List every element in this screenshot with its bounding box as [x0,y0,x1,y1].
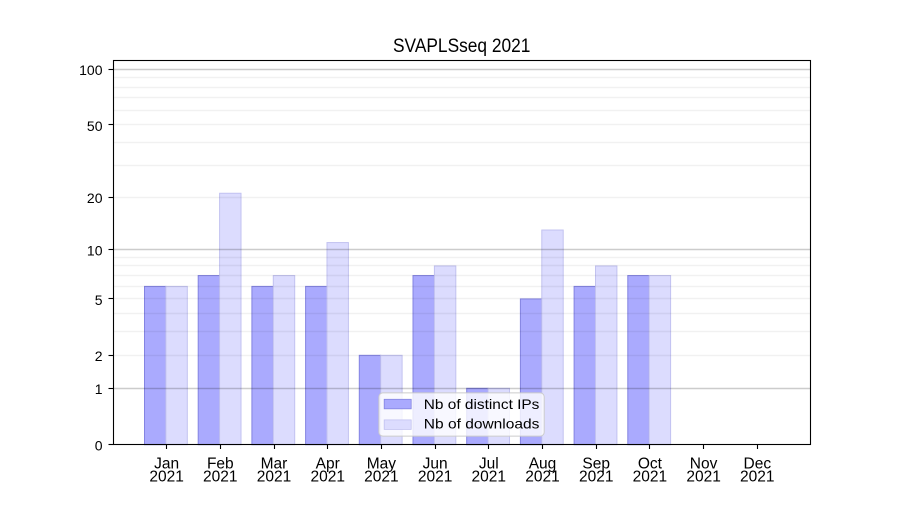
svg-text:2021: 2021 [472,469,506,486]
svg-text:5: 5 [95,292,103,308]
svg-text:2021: 2021 [310,469,344,486]
svg-text:2021: 2021 [740,469,774,486]
svg-text:Feb: Feb [207,455,234,472]
svg-text:2021: 2021 [686,469,720,486]
svg-text:2: 2 [95,348,103,364]
svg-text:2021: 2021 [364,469,398,486]
svg-text:SVAPLSseq 2021: SVAPLSseq 2021 [393,36,530,57]
svg-text:10: 10 [87,243,103,259]
svg-text:Mar: Mar [261,455,288,472]
svg-text:Jul: Jul [479,455,499,472]
svg-text:20: 20 [87,190,103,206]
svg-text:May: May [367,455,397,472]
svg-text:Dec: Dec [744,455,772,472]
svg-text:Jan: Jan [154,455,179,472]
svg-text:Jun: Jun [423,455,448,472]
svg-text:Nb of downloads: Nb of downloads [424,416,540,432]
svg-text:0: 0 [95,438,103,454]
svg-text:2021: 2021 [418,469,452,486]
svg-text:Nb of distinct IPs: Nb of distinct IPs [424,396,540,412]
svg-text:2021: 2021 [579,469,613,486]
svg-text:50: 50 [87,118,103,134]
svg-text:Sep: Sep [582,455,610,472]
svg-text:2021: 2021 [257,469,291,486]
svg-text:2021: 2021 [149,469,183,486]
svg-text:1: 1 [95,381,103,397]
svg-text:2021: 2021 [633,469,667,486]
svg-text:Apr: Apr [316,455,340,472]
svg-text:Aug: Aug [529,455,557,472]
svg-text:Oct: Oct [638,455,663,472]
svg-text:2021: 2021 [525,469,559,486]
svg-text:Nov: Nov [690,455,718,472]
svg-text:2021: 2021 [203,469,237,486]
svg-text:100: 100 [79,62,103,78]
